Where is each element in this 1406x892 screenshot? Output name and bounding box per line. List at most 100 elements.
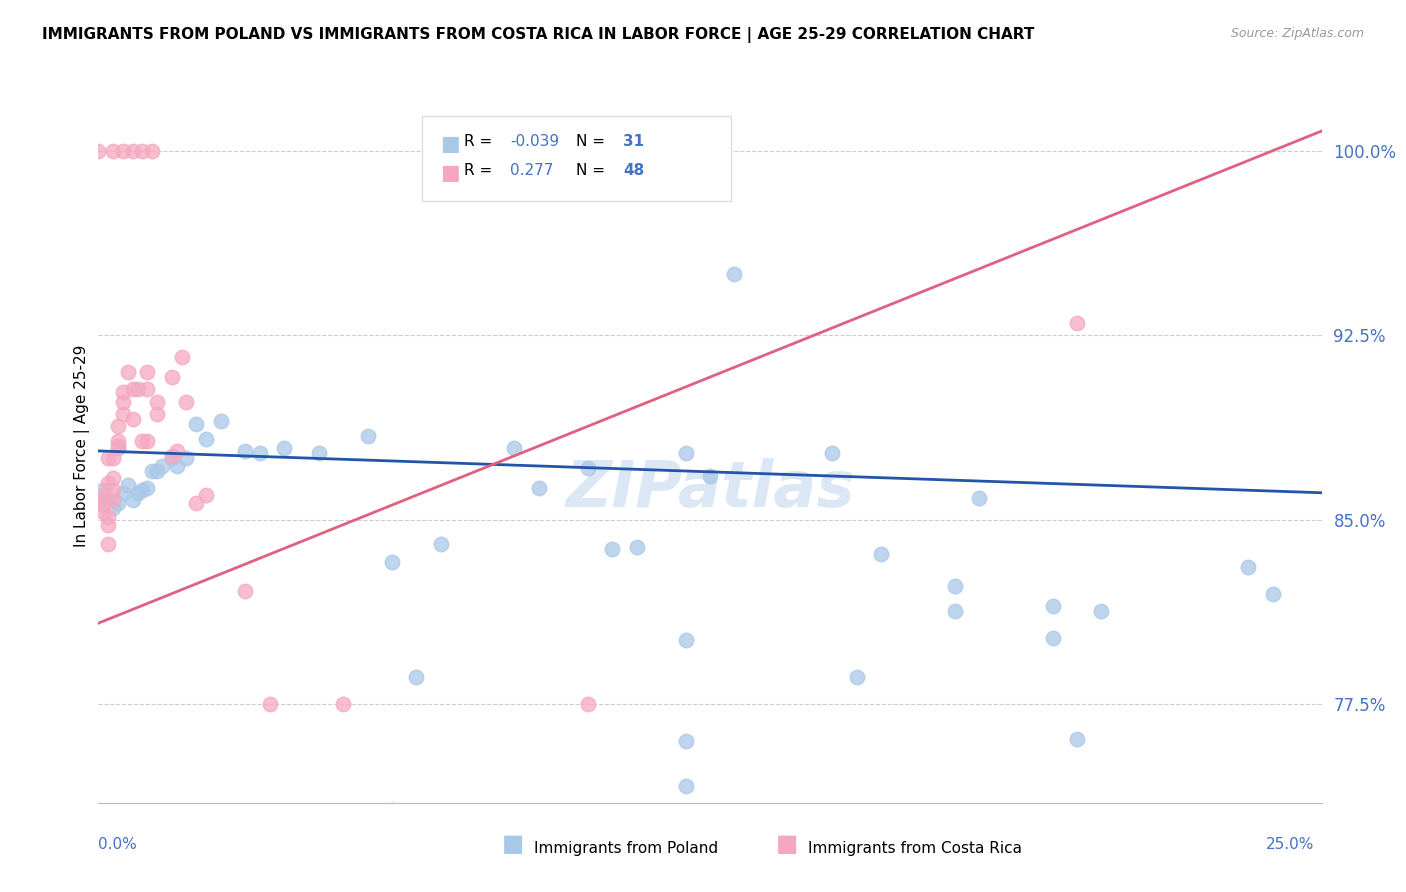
Point	[160, 449, 183, 463]
Point	[1261, 587, 1284, 601]
Point	[381, 555, 404, 569]
Point	[146, 394, 169, 409]
Point	[111, 144, 134, 158]
Point	[527, 481, 550, 495]
Point	[1237, 559, 1260, 574]
Point	[101, 500, 124, 515]
Point	[97, 517, 120, 532]
Point	[117, 365, 139, 379]
Point	[259, 698, 281, 712]
Point	[107, 495, 129, 509]
Point	[111, 407, 134, 421]
Point	[111, 384, 134, 399]
Point	[943, 579, 966, 593]
Point	[91, 498, 114, 512]
Point	[136, 365, 159, 379]
Point	[141, 144, 163, 158]
Point	[87, 144, 110, 158]
Point	[91, 505, 114, 519]
Text: ■: ■	[502, 832, 524, 856]
Text: ■: ■	[440, 163, 460, 183]
Point	[101, 483, 124, 498]
Point	[1042, 631, 1064, 645]
Point	[111, 394, 134, 409]
Point	[97, 475, 120, 490]
Point	[97, 451, 120, 466]
Point	[176, 394, 198, 409]
Point	[675, 446, 697, 460]
Point	[160, 451, 183, 466]
Point	[91, 483, 114, 498]
Point	[127, 485, 149, 500]
Text: ■: ■	[440, 134, 460, 153]
Point	[195, 432, 218, 446]
Point	[176, 451, 198, 466]
Point	[121, 383, 143, 397]
Point	[381, 803, 404, 817]
Point	[166, 444, 188, 458]
Point	[195, 488, 218, 502]
Point	[117, 478, 139, 492]
Point	[1066, 731, 1088, 746]
Point	[121, 412, 143, 426]
Text: ■: ■	[776, 832, 799, 856]
Point	[233, 444, 256, 458]
Text: R =: R =	[464, 134, 492, 149]
Point	[97, 493, 120, 508]
Point	[576, 698, 599, 712]
Text: Immigrants from Poland: Immigrants from Poland	[534, 841, 718, 856]
Point	[127, 383, 149, 397]
Point	[160, 370, 183, 384]
Point	[131, 144, 153, 158]
Point	[600, 542, 623, 557]
Point	[209, 414, 232, 428]
Point	[870, 547, 893, 561]
Point	[91, 488, 114, 502]
Text: N =: N =	[576, 163, 606, 178]
Point	[91, 493, 114, 508]
Point	[356, 429, 378, 443]
Point	[101, 493, 124, 508]
Point	[141, 464, 163, 478]
Point	[1066, 316, 1088, 330]
Text: Source: ZipAtlas.com: Source: ZipAtlas.com	[1230, 27, 1364, 40]
Text: N =: N =	[576, 134, 606, 149]
Point	[121, 144, 143, 158]
Point	[626, 540, 648, 554]
Point	[943, 604, 966, 618]
Text: 0.0%: 0.0%	[98, 837, 138, 852]
Point	[405, 670, 427, 684]
Point	[97, 537, 120, 551]
Point	[170, 351, 193, 365]
Point	[249, 446, 271, 460]
Point	[166, 458, 188, 473]
Point	[430, 537, 453, 551]
Point	[107, 439, 129, 453]
Point	[233, 584, 256, 599]
Point	[136, 481, 159, 495]
Point	[186, 417, 208, 431]
Point	[723, 267, 745, 281]
Point	[101, 451, 124, 466]
Point	[186, 495, 208, 509]
Point	[111, 485, 134, 500]
Point	[478, 144, 501, 158]
Point	[1042, 599, 1064, 613]
Point	[273, 442, 295, 456]
Point	[131, 483, 153, 498]
Y-axis label: In Labor Force | Age 25-29: In Labor Force | Age 25-29	[75, 345, 90, 547]
Text: 0.277: 0.277	[510, 163, 554, 178]
Point	[576, 461, 599, 475]
Point	[107, 434, 129, 448]
Point	[146, 464, 169, 478]
Point	[699, 468, 721, 483]
Text: Immigrants from Costa Rica: Immigrants from Costa Rica	[808, 841, 1022, 856]
Point	[146, 407, 169, 421]
Point	[101, 471, 124, 485]
Point	[131, 434, 153, 448]
Point	[101, 144, 124, 158]
Point	[675, 779, 697, 793]
Point	[308, 446, 330, 460]
Point	[97, 510, 120, 524]
Point	[136, 383, 159, 397]
